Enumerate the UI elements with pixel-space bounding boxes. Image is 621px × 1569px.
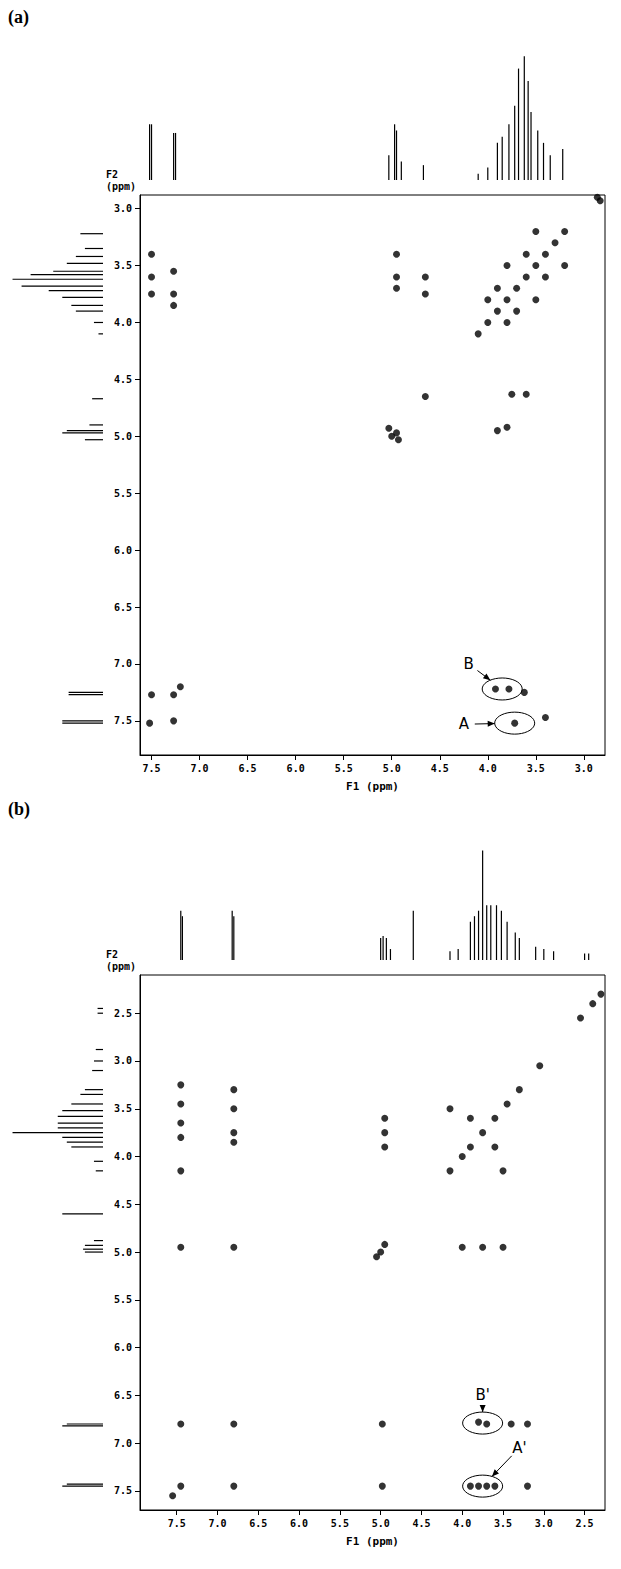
svg-text:6.0: 6.0: [114, 1342, 132, 1353]
svg-text:B': B': [475, 1386, 489, 1404]
svg-text:7.0: 7.0: [208, 1518, 226, 1529]
svg-text:B: B: [463, 655, 473, 673]
svg-text:(ppm): (ppm): [106, 961, 136, 972]
svg-text:3.0: 3.0: [114, 1055, 132, 1066]
svg-text:F2: F2: [106, 169, 118, 180]
svg-text:7.5: 7.5: [114, 715, 132, 726]
svg-text:3.5: 3.5: [114, 260, 132, 271]
svg-text:F1 (ppm): F1 (ppm): [346, 780, 399, 793]
svg-text:4.0: 4.0: [114, 317, 132, 328]
svg-text:F2: F2: [106, 949, 118, 960]
svg-text:3.5: 3.5: [494, 1518, 512, 1529]
svg-text:6.5: 6.5: [239, 763, 257, 774]
svg-text:(b): (b): [8, 799, 30, 820]
svg-text:A': A': [512, 1439, 526, 1457]
svg-text:3.0: 3.0: [114, 203, 132, 214]
svg-text:7.0: 7.0: [114, 1438, 132, 1449]
svg-text:3.5: 3.5: [114, 1103, 132, 1114]
svg-text:3.5: 3.5: [527, 763, 545, 774]
svg-text:7.5: 7.5: [168, 1518, 186, 1529]
svg-text:A: A: [459, 715, 470, 733]
svg-text:5.0: 5.0: [114, 1247, 132, 1258]
svg-text:3.0: 3.0: [535, 1518, 553, 1529]
svg-text:5.5: 5.5: [114, 488, 132, 499]
svg-text:4.5: 4.5: [431, 763, 449, 774]
svg-text:6.5: 6.5: [114, 602, 132, 613]
svg-text:4.5: 4.5: [114, 1199, 132, 1210]
svg-text:5.5: 5.5: [114, 1294, 132, 1305]
svg-text:7.0: 7.0: [114, 658, 132, 669]
svg-text:5.5: 5.5: [335, 763, 353, 774]
svg-text:4.5: 4.5: [412, 1518, 430, 1529]
svg-text:3.0: 3.0: [575, 763, 593, 774]
svg-text:4.0: 4.0: [453, 1518, 471, 1529]
svg-text:5.0: 5.0: [383, 763, 401, 774]
svg-text:6.0: 6.0: [114, 545, 132, 556]
svg-text:7.0: 7.0: [191, 763, 209, 774]
svg-text:6.5: 6.5: [249, 1518, 267, 1529]
svg-text:2.5: 2.5: [114, 1008, 132, 1019]
svg-text:6.0: 6.0: [287, 763, 305, 774]
svg-text:(a): (a): [8, 7, 29, 28]
svg-text:5.0: 5.0: [114, 431, 132, 442]
svg-text:6.0: 6.0: [290, 1518, 308, 1529]
svg-text:4.5: 4.5: [114, 374, 132, 385]
svg-text:2.5: 2.5: [576, 1518, 594, 1529]
svg-text:6.5: 6.5: [114, 1390, 132, 1401]
svg-text:F1 (ppm): F1 (ppm): [346, 1535, 399, 1548]
svg-text:(ppm): (ppm): [106, 181, 136, 192]
svg-text:4.0: 4.0: [479, 763, 497, 774]
svg-text:5.5: 5.5: [331, 1518, 349, 1529]
svg-text:7.5: 7.5: [114, 1485, 132, 1496]
svg-text:7.5: 7.5: [142, 763, 160, 774]
svg-text:5.0: 5.0: [372, 1518, 390, 1529]
svg-text:4.0: 4.0: [114, 1151, 132, 1162]
